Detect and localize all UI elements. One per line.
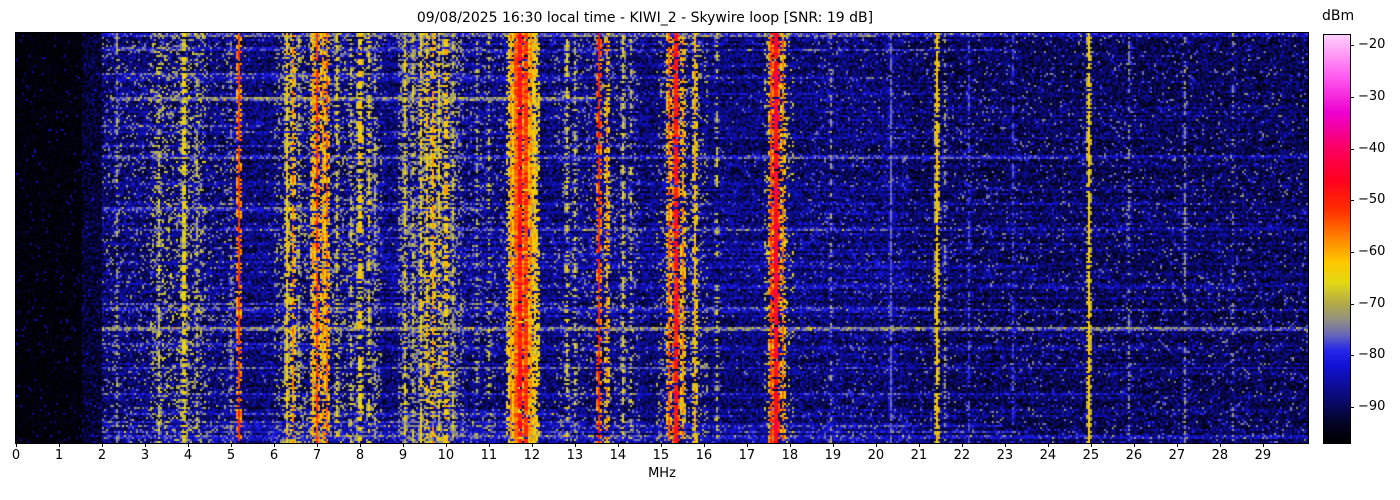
x-tick-label: 7	[312, 448, 322, 463]
x-tick-mark	[961, 443, 963, 447]
x-tick-label: 19	[824, 448, 842, 463]
colorbar-tick-mark	[1350, 45, 1354, 47]
x-tick-mark	[660, 443, 662, 447]
colorbar-tick-mark	[1350, 303, 1354, 305]
colorbar-tick-mark	[1350, 200, 1354, 202]
x-tick-mark	[1004, 443, 1006, 447]
x-tick-mark	[875, 443, 877, 447]
x-tick-mark	[1219, 443, 1221, 447]
x-tick-label: 26	[1125, 448, 1143, 463]
x-tick-label: 20	[867, 448, 885, 463]
x-tick-label: 24	[1039, 448, 1057, 463]
colorbar-unit-label: dBm	[1322, 8, 1355, 24]
colorbar-tick-mark	[1350, 406, 1354, 408]
x-tick-label: 29	[1254, 448, 1272, 463]
x-tick-mark	[1262, 443, 1264, 447]
x-tick-mark	[789, 443, 791, 447]
figure-title: 09/08/2025 16:30 local time - KIWI_2 - S…	[416, 10, 874, 26]
x-tick-mark	[531, 443, 533, 447]
x-tick-mark	[1133, 443, 1135, 447]
x-tick-mark	[703, 443, 705, 447]
colorbar-tick-label: −70	[1358, 295, 1386, 311]
x-tick-label: 28	[1211, 448, 1229, 463]
x-tick-mark	[1047, 443, 1049, 447]
colorbar-tick-label: −40	[1358, 140, 1386, 156]
x-tick-mark	[230, 443, 232, 447]
x-tick-label: 23	[996, 448, 1014, 463]
colorbar-tick-label: −80	[1358, 347, 1386, 363]
x-tick-mark	[746, 443, 748, 447]
x-tick-mark	[316, 443, 318, 447]
x-tick-label: 18	[781, 448, 799, 463]
x-tick-label: 2	[97, 448, 107, 463]
x-tick-mark	[445, 443, 447, 447]
x-tick-label: 16	[695, 448, 713, 463]
x-tick-mark	[402, 443, 404, 447]
colorbar-tick-mark	[1350, 96, 1354, 98]
x-tick-mark	[574, 443, 576, 447]
colorbar-tick-mark	[1350, 355, 1354, 357]
x-tick-mark	[1090, 443, 1092, 447]
x-tick-mark	[144, 443, 146, 447]
x-tick-label: 14	[609, 448, 627, 463]
x-tick-label: 15	[652, 448, 670, 463]
colorbar-tick-label: −30	[1358, 88, 1386, 104]
x-tick-label: 1	[54, 448, 64, 463]
x-tick-label: 12	[523, 448, 541, 463]
x-tick-label: 27	[1168, 448, 1186, 463]
x-axis-label: MHz	[648, 466, 676, 481]
x-tick-label: 13	[566, 448, 584, 463]
x-tick-label: 10	[437, 448, 455, 463]
x-tick-label: 0	[11, 448, 21, 463]
colorbar-tick-label: −60	[1358, 243, 1386, 259]
x-tick-label: 22	[953, 448, 971, 463]
x-tick-label: 5	[226, 448, 236, 463]
colorbar-tick-mark	[1350, 251, 1354, 253]
x-tick-mark	[16, 443, 17, 447]
x-tick-mark	[101, 443, 103, 447]
x-tick-mark	[58, 443, 60, 447]
x-tick-label: 9	[398, 448, 408, 463]
x-tick-label: 4	[183, 448, 193, 463]
x-tick-mark	[1176, 443, 1178, 447]
x-tick-mark	[617, 443, 619, 447]
x-tick-label: 21	[910, 448, 928, 463]
colorbar-gradient	[1324, 35, 1350, 443]
x-tick-mark	[273, 443, 275, 447]
x-tick-mark	[832, 443, 834, 447]
x-tick-label: 17	[738, 448, 756, 463]
x-tick-mark	[488, 443, 490, 447]
x-tick-label: 8	[355, 448, 365, 463]
x-tick-label: 6	[269, 448, 279, 463]
colorbar-tick-label: −50	[1358, 192, 1386, 208]
colorbar-tick-label: −20	[1358, 37, 1386, 53]
x-tick-label: 3	[140, 448, 150, 463]
x-tick-label: 25	[1082, 448, 1100, 463]
x-tick-label: 11	[480, 448, 498, 463]
waterfall-heatmap	[16, 33, 1308, 443]
x-tick-mark	[187, 443, 189, 447]
x-tick-mark	[918, 443, 920, 447]
x-tick-mark	[359, 443, 361, 447]
colorbar-tick-mark	[1350, 148, 1354, 150]
colorbar-tick-label: −90	[1358, 398, 1386, 414]
